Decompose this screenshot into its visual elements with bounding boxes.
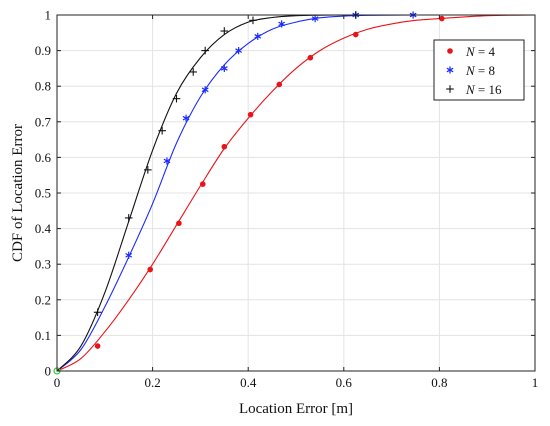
data-point [221,143,228,150]
legend-variable: N [465,82,476,97]
data-point [220,64,228,72]
data-point [189,68,198,76]
y-tick-label: 0 [45,364,52,379]
y-tick-label: 0.5 [35,186,51,201]
legend-value: = 16 [475,82,502,97]
data-point-shape [94,343,101,349]
x-axis: 0 0.2 0.4 0.6 0.8 1 [54,15,539,390]
data-point-shape [352,31,359,38]
legend-value: = 8 [475,63,495,78]
data-point [93,308,102,317]
data-point [352,31,359,38]
data-point [247,111,254,118]
data-point-stroke [311,16,319,21]
x-tick-label: 0.6 [336,375,353,390]
legend-marker [446,66,454,74]
data-point [125,251,133,259]
data-point-shape [247,111,254,118]
grid-lines [56,14,536,372]
legend-label: N = 16 [465,82,502,97]
data-point [201,86,209,94]
legend-item: N = 4 [447,44,496,59]
y-tick-label: 0.6 [35,150,52,165]
data-point [235,47,243,55]
data-point [172,94,181,103]
data-point-stroke [163,158,171,164]
data-point [220,27,229,35]
y-tick-label: 0.4 [35,221,52,236]
y-tick-label: 0.9 [35,43,51,58]
series-line [56,14,536,372]
data-point-stroke [201,87,209,93]
data-point [276,81,283,88]
data-point-shape [199,181,206,187]
y-tick-label: 0.8 [35,79,51,94]
y-tick-label: 0.3 [35,257,51,272]
y-tick-label: 0.7 [35,114,52,129]
legend-item: N = 16 [446,82,502,97]
data-point [158,126,166,135]
y-tick-label: 0.1 [35,328,51,343]
x-tick-label: 0.4 [240,375,257,390]
series-0 [56,14,536,372]
data-point-shape [276,81,283,88]
data-point [278,20,286,28]
legend-variable: N [465,44,476,59]
data-point-shape [176,220,182,227]
data-point-shape [147,266,154,273]
legend-value: = 4 [475,44,496,59]
data-point [163,157,171,165]
data-point [124,214,133,222]
y-axis: 0 0.1 0.2 0.3 0.4 0.5 0.6 0.7 0.8 0.9 1 [35,8,535,379]
legend: N = 4N = 8N = 16 [433,39,525,101]
legend-marker [447,48,453,54]
data-point-stroke [182,115,190,121]
data-point [94,343,101,349]
x-axis-title: Location Error [m] [239,401,353,417]
legend-marker-stroke [446,67,454,73]
data-point-shape [438,15,445,22]
legend-marker-shape [447,48,453,54]
data-point-shape [221,143,228,150]
legend-marker [446,85,454,93]
legend-label: N = 8 [465,63,495,78]
data-point [311,14,319,23]
data-point-stroke [235,48,243,53]
data-point [307,54,314,61]
legend-item: N = 8 [446,63,495,78]
data-point [249,16,257,25]
data-point-stroke [220,66,228,71]
data-point [438,15,445,22]
data-point [182,114,190,122]
data-point [176,220,182,227]
data-point-stroke [278,21,286,27]
y-tick-label: 1 [45,8,52,23]
x-tick-label: 1 [532,375,539,390]
data-point [199,181,206,187]
data-point [254,32,262,40]
y-tick-label: 0.2 [35,292,51,307]
x-tick-label: 0.2 [144,375,160,390]
legend-variable: N [465,63,476,78]
data-point-shape [307,54,314,61]
y-axis-title: CDF of Location Error [10,124,26,262]
x-tick-label: 0.8 [431,375,447,390]
data-point [201,46,209,55]
legend-label: N = 4 [465,44,496,59]
data-point-stroke [254,34,262,39]
data-point [147,266,154,273]
data-point-stroke [125,252,133,258]
x-tick-label: 0 [54,375,61,390]
data-point [144,166,152,174]
